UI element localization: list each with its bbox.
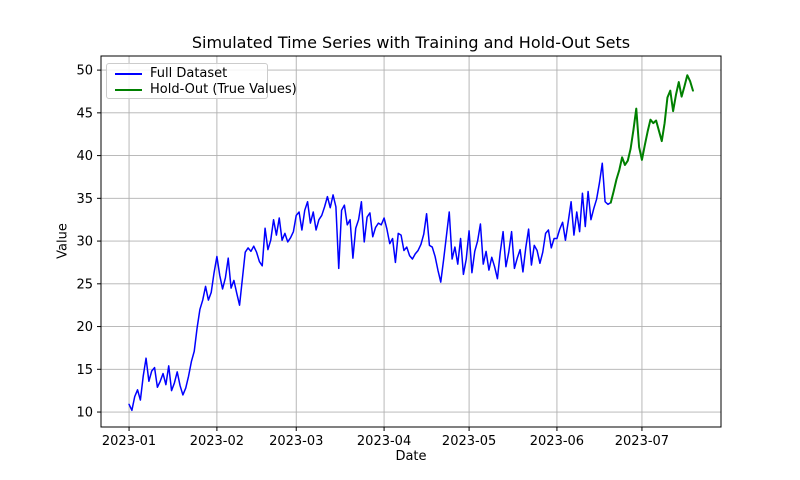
x-tick-label-2023-03: 2023-03 [269,434,323,449]
blue-line-sample-icon [115,73,142,75]
legend-entry-hold-out: Hold-Out (True Values) [115,82,297,98]
x-tick-label-2023-04: 2023-04 [357,434,411,449]
chart-title: Simulated Time Series with Training and … [191,33,631,52]
y-tick-label-40: 40 [76,149,93,164]
y-tick-label-45: 45 [76,106,93,121]
y-tick-label-30: 30 [76,235,93,250]
x-tick-label-2023-06: 2023-06 [530,434,584,449]
x-axis-label: Date [395,449,427,464]
series-line-hold-out [609,74,694,204]
y-tick-label-25: 25 [76,277,93,292]
y-tick-label-50: 50 [76,64,93,79]
y-axis-label: Value [55,223,71,259]
green-line-sample-icon [115,89,142,91]
legend-label-full-dataset: Full Dataset [150,66,228,81]
y-tick-label-35: 35 [76,192,93,207]
y-tick-label-10: 10 [76,406,93,421]
y-tick-label-20: 20 [76,320,93,335]
x-tick-label-2023-07: 2023-07 [615,434,669,449]
legend-entry-full-dataset: Full Dataset [115,66,259,82]
series-line-full-dataset [128,162,612,412]
x-tick-label-2023-05: 2023-05 [442,434,496,449]
x-tick-label-2023-01: 2023-01 [102,434,156,449]
y-tick-label-15: 15 [76,363,93,378]
legend-label-hold-out: Hold-Out (True Values) [150,82,297,97]
legend: Full Dataset Hold-Out (True Values) [106,63,297,99]
x-tick-label-2023-02: 2023-02 [190,434,244,449]
plot-border [100,55,722,428]
